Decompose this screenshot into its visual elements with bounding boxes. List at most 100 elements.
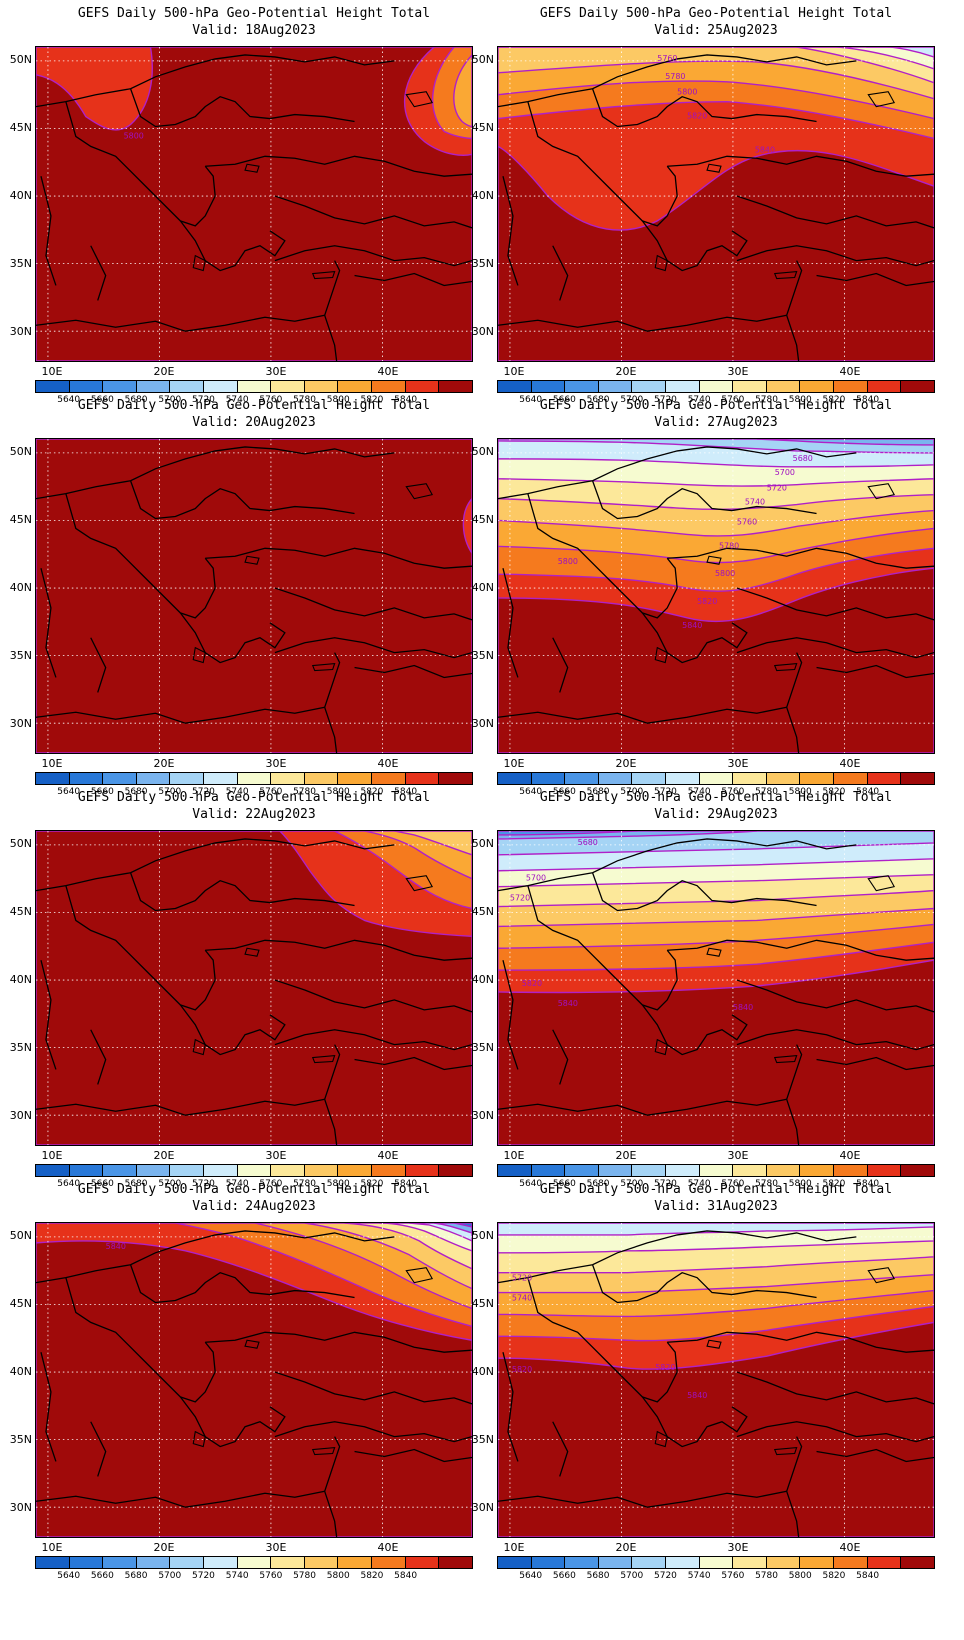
colorbar bbox=[35, 1164, 473, 1177]
coastline bbox=[527, 1277, 678, 1403]
colorbar-swatch bbox=[531, 1557, 566, 1568]
colorbar-label: 5800 bbox=[326, 1179, 350, 1189]
coastline bbox=[786, 1436, 803, 1492]
height-band bbox=[498, 831, 638, 836]
latitude-label: 50N bbox=[471, 837, 494, 850]
longitude-label: 30E bbox=[265, 757, 287, 770]
colorbar-swatch bbox=[338, 773, 373, 784]
colorbar-swatch bbox=[136, 773, 171, 784]
longitude-label: 40E bbox=[839, 1149, 861, 1162]
colorbar-swatch bbox=[867, 773, 902, 784]
latitude-label: 40N bbox=[9, 1365, 32, 1378]
colorbar-swatch bbox=[531, 773, 566, 784]
latitude-label: 40N bbox=[471, 189, 494, 202]
valid-label: Valid: bbox=[654, 415, 702, 430]
latitude-label: 35N bbox=[471, 1041, 494, 1054]
map-canvas: 5840 bbox=[36, 1223, 472, 1537]
coastline bbox=[498, 446, 857, 500]
contour-label: 5800 bbox=[558, 557, 578, 566]
coastline bbox=[36, 446, 395, 500]
latitude-label: 35N bbox=[471, 649, 494, 662]
colorbar-swatch bbox=[733, 1165, 767, 1176]
coastline bbox=[498, 838, 857, 892]
coastline bbox=[667, 547, 934, 569]
coastline bbox=[786, 652, 803, 708]
latitude-label: 45N bbox=[471, 1297, 494, 1310]
latitude-label: 40N bbox=[9, 973, 32, 986]
coastline bbox=[816, 272, 934, 287]
colorbar-label: 5780 bbox=[755, 787, 778, 797]
map-canvas: 5680 5700 5720 5820 5840 5840 bbox=[498, 831, 934, 1145]
coastline bbox=[498, 1230, 857, 1284]
height-band bbox=[796, 47, 934, 70]
map-panel: GEFS Daily 500-hPa Geo-Potential Height … bbox=[462, 1176, 944, 1586]
colorbar-swatch bbox=[666, 381, 700, 392]
colorbar-swatch bbox=[699, 381, 734, 392]
colorbar-label: 5740 bbox=[225, 395, 249, 405]
coastline bbox=[274, 1421, 472, 1443]
colorbar-swatch bbox=[733, 773, 767, 784]
colorbar-swatch bbox=[237, 773, 272, 784]
colorbar-swatch bbox=[901, 773, 934, 784]
coastline bbox=[736, 979, 934, 1013]
contour-label: 5680 bbox=[793, 454, 813, 463]
panel-valid-date: Valid: 25Aug2023 bbox=[497, 23, 935, 38]
map-canvas bbox=[36, 831, 472, 1145]
colorbar-label: 5720 bbox=[654, 395, 677, 405]
contour-label: 5820 bbox=[655, 1363, 675, 1372]
longitude-label: 20E bbox=[153, 757, 175, 770]
latitude-label: 45N bbox=[9, 1297, 32, 1310]
contour-label: 5820 bbox=[512, 1365, 532, 1374]
colorbar-swatch bbox=[204, 773, 238, 784]
map-panel: GEFS Daily 500-hPa Geo-Potential Height … bbox=[0, 1176, 482, 1586]
colorbar-label: 5780 bbox=[293, 1179, 316, 1189]
colorbar-label: 5700 bbox=[158, 1571, 182, 1581]
colorbar-label: 5820 bbox=[822, 395, 846, 405]
coastline bbox=[354, 1448, 472, 1463]
latitude-label: 40N bbox=[471, 973, 494, 986]
colorbar-swatch bbox=[439, 1165, 472, 1176]
latitude-label: 45N bbox=[471, 905, 494, 918]
colorbar-label: 5680 bbox=[124, 1571, 148, 1581]
contour-label: 5840 bbox=[106, 1242, 126, 1251]
colorbar-label: 5760 bbox=[721, 395, 745, 405]
coastline bbox=[736, 245, 934, 267]
coastline bbox=[274, 1371, 472, 1405]
colorbar bbox=[35, 772, 473, 785]
coastline bbox=[552, 1029, 569, 1085]
contour-label: 5840 bbox=[682, 621, 702, 630]
colorbar-swatch bbox=[103, 381, 137, 392]
colorbar-swatch bbox=[204, 1557, 238, 1568]
longitude-label: 40E bbox=[839, 1541, 861, 1554]
coastline bbox=[205, 1331, 472, 1353]
colorbar-swatch bbox=[666, 1557, 700, 1568]
colorbar-label: 5640 bbox=[519, 1571, 543, 1581]
coastline bbox=[498, 314, 787, 332]
coastline bbox=[36, 54, 395, 108]
island-outline bbox=[311, 662, 336, 672]
colorbar-swatch bbox=[498, 1557, 532, 1568]
colorbar-swatch bbox=[170, 1557, 205, 1568]
longitude-label: 40E bbox=[377, 1541, 399, 1554]
longitude-label: 20E bbox=[615, 757, 637, 770]
colorbar-swatch bbox=[36, 1165, 70, 1176]
colorbar-label: 5660 bbox=[90, 395, 114, 405]
colorbar-swatch bbox=[834, 381, 868, 392]
coastline bbox=[552, 637, 569, 693]
colorbar-swatch bbox=[565, 1557, 599, 1568]
valid-date: 24Aug2023 bbox=[245, 1199, 316, 1214]
colorbar-swatch bbox=[136, 1165, 171, 1176]
valid-label: Valid: bbox=[192, 23, 240, 38]
coastline bbox=[736, 1421, 934, 1443]
map-panel: GEFS Daily 500-hPa Geo-Potential Height … bbox=[462, 0, 944, 410]
colorbar-label: 5840 bbox=[394, 1179, 418, 1189]
island-outline bbox=[706, 947, 722, 957]
coastline bbox=[36, 1490, 325, 1508]
colorbar-label: 5820 bbox=[822, 787, 846, 797]
colorbar-label: 5800 bbox=[326, 1571, 350, 1581]
valid-label: Valid: bbox=[192, 807, 240, 822]
colorbar bbox=[35, 1556, 473, 1569]
coastline bbox=[274, 195, 472, 229]
coastline bbox=[65, 1277, 216, 1403]
